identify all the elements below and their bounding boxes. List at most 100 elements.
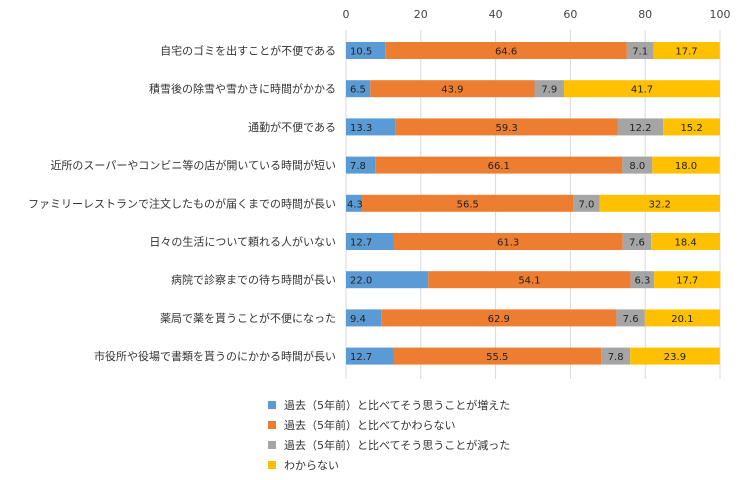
category-label: 自宅のゴミを出すことが不便である (160, 44, 336, 58)
legend-item-unchanged: 過去（5年前）と比べてかわらない (268, 415, 510, 435)
data-label: 7.6 (623, 314, 639, 325)
bar-segment (653, 42, 720, 59)
bar-segment (346, 118, 396, 136)
data-label: 43.9 (441, 85, 463, 96)
category-label: 薬局で薬を貰うことが不便になった (160, 311, 336, 325)
data-label: 54.1 (518, 276, 540, 287)
x-axis-ticks: 0 20 40 60 80 100 (343, 8, 731, 21)
data-label: 59.3 (496, 123, 518, 134)
data-label: 12.7 (350, 238, 372, 249)
bar-segment (385, 42, 627, 59)
x-tick-label: 20 (414, 8, 428, 21)
bar-segment (616, 309, 645, 327)
bar-segment (651, 233, 720, 250)
category-label: 日々の生活について頼れる人がいない (149, 235, 336, 249)
data-label: 17.7 (676, 276, 698, 287)
legend-item-increased: 過去（5年前）と比べてそう思うことが増えた (268, 395, 510, 415)
legend-swatch-unknown (268, 461, 276, 469)
bars: 10.5 64.6 7.1 17.7 6.5 43.9 7.9 41.7 13.3 59.3 12.… (346, 42, 721, 365)
data-label: 8.0 (629, 161, 645, 172)
legend-label-unknown: わからない (284, 459, 339, 472)
legend-label-increased: 過去（5年前）と比べてそう思うことが増えた (284, 399, 511, 412)
data-label: 7.8 (608, 352, 624, 363)
legend-swatch-decreased (268, 441, 276, 449)
bar-segment (346, 80, 371, 98)
x-tick-label: 40 (489, 8, 503, 21)
legend-swatch-increased (268, 401, 276, 409)
bar-segment (626, 42, 654, 59)
bar-segment (395, 118, 618, 136)
data-label: 62.9 (488, 314, 510, 325)
data-label: 18.0 (675, 161, 697, 172)
data-label: 7.9 (541, 85, 557, 96)
bar-segment (663, 118, 720, 136)
bar-segment (393, 347, 602, 365)
bar-segment (630, 271, 655, 289)
data-label: 56.5 (457, 199, 479, 210)
bar-segment (573, 194, 600, 212)
data-label: 7.1 (632, 47, 648, 58)
bar-segment (622, 156, 653, 174)
category-label: 市役所や役場で書類を貰うのにかかる時間が長い (94, 349, 336, 363)
bar-segment (534, 80, 565, 98)
x-tick-label: 100 (710, 8, 731, 21)
data-label: 55.5 (486, 352, 508, 363)
bar-segment (346, 347, 394, 365)
x-tick-label: 60 (563, 8, 577, 21)
bar-segment (601, 347, 631, 365)
bar-segment (393, 233, 623, 250)
bar-segment (375, 156, 623, 174)
data-label: 18.4 (674, 238, 696, 249)
category-label: 病院で診察までの待ち時間が長い (171, 273, 336, 287)
data-label: 7.6 (629, 238, 645, 249)
legend-label-decreased: 過去（5年前）と比べてそう思うことが減った (284, 439, 511, 452)
category-label: 通勤が不便である (248, 120, 336, 134)
data-label: 61.3 (497, 238, 519, 249)
bar-segment (346, 194, 363, 212)
data-label: 20.1 (671, 314, 693, 325)
bar-segment (362, 194, 574, 212)
data-label: 22.0 (350, 276, 372, 287)
legend-item-decreased: 過去（5年前）と比べてそう思うことが減った (268, 435, 510, 455)
legend: 過去（5年前）と比べてそう思うことが増えた 過去（5年前）と比べてかわらない 過… (268, 395, 510, 475)
bar-segment (381, 309, 617, 327)
category-label: 積雪後の除雪や雪かきに時間がかかる (149, 82, 336, 96)
bar-segment (599, 194, 720, 212)
bar-segment (346, 42, 386, 59)
bar-segment (652, 156, 720, 174)
bar-segment (630, 347, 720, 365)
bar-segment (346, 156, 376, 174)
data-label: 4.3 (347, 199, 363, 210)
legend-item-unknown: わからない (268, 455, 510, 475)
data-label: 7.8 (350, 161, 366, 172)
bar-segment (564, 80, 720, 98)
bar-segment (370, 80, 535, 98)
legend-label-unchanged: 過去（5年前）と比べてかわらない (284, 419, 456, 432)
data-label: 66.1 (488, 161, 510, 172)
data-label: 64.6 (495, 47, 517, 58)
data-label: 10.5 (350, 47, 372, 58)
bar-segment (428, 271, 631, 289)
data-label: 12.2 (629, 123, 651, 134)
bar-segment (644, 309, 720, 327)
data-label: 17.7 (675, 47, 697, 58)
x-tick-label: 0 (343, 8, 350, 21)
data-label: 15.2 (680, 123, 702, 134)
data-label: 23.9 (664, 352, 686, 363)
bar-segment (654, 271, 721, 289)
bar-segment (346, 271, 429, 289)
data-label: 7.0 (579, 199, 595, 210)
bar-segment (346, 309, 382, 327)
data-label: 6.3 (634, 276, 650, 287)
bar-segment (346, 233, 394, 250)
category-label: 近所のスーパーやコンビニ等の店が開いている時間が短い (50, 158, 336, 172)
data-label: 41.7 (631, 85, 653, 96)
bar-segment (617, 118, 664, 136)
bar-segment (622, 233, 652, 250)
data-label: 13.3 (350, 123, 372, 134)
data-label: 9.4 (350, 314, 366, 325)
category-labels: 自宅のゴミを出すことが不便である積雪後の除雪や雪かきに時間がかかる通勤が不便であ… (28, 44, 336, 364)
legend-swatch-unchanged (268, 421, 276, 429)
category-label: ファミリーレストランで注文したものが届くまでの時間が長い (28, 196, 336, 210)
